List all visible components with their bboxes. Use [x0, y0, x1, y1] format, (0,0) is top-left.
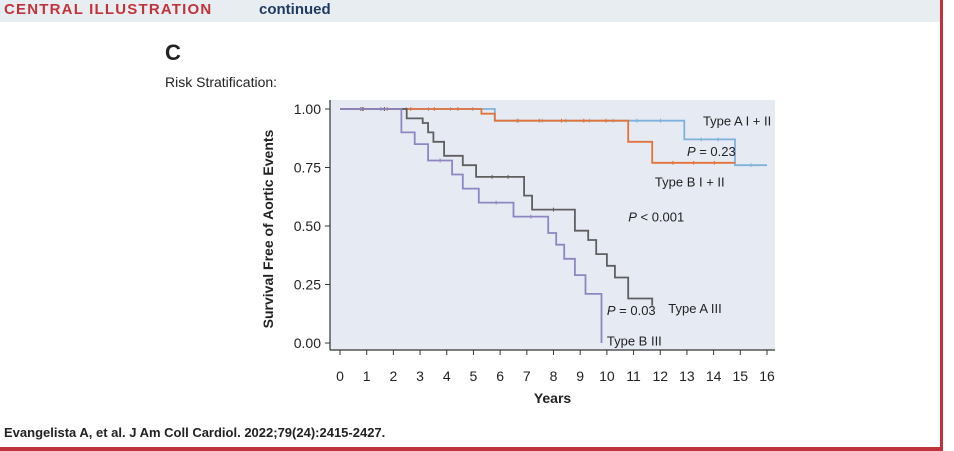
x-tick-label: 15: [733, 368, 749, 384]
plot-background: [330, 100, 775, 350]
x-tick-label: 10: [599, 368, 615, 384]
chart-subtitle: Risk Stratification:: [165, 74, 278, 90]
y-axis-label: Survival Free of Aortic Events: [260, 129, 276, 328]
header-bar: CENTRAL ILLUSTRATION continued: [0, 0, 940, 22]
chart-annotation: Type B I + II: [655, 175, 725, 190]
chart-annotation: P < 0.001: [628, 210, 684, 225]
header-title: CENTRAL ILLUSTRATION: [4, 1, 213, 18]
chart-annotation: Type A I + II: [703, 114, 771, 129]
y-tick-label: 0.25: [294, 277, 321, 293]
chart-annotation: Type B III: [607, 334, 662, 349]
y-tick-label: 0.00: [294, 335, 321, 351]
x-tick-label: 13: [679, 368, 695, 384]
x-tick-label: 14: [706, 368, 722, 384]
citation: Evangelista A, et al. J Am Coll Cardiol.…: [4, 425, 386, 440]
chart-annotation: P = 0.03: [607, 303, 656, 318]
chart-annotation: P = 0.23: [687, 144, 736, 159]
x-tick-label: 2: [389, 368, 397, 384]
x-tick-label: 16: [759, 368, 775, 384]
axes: 0.000.250.500.751.000 1 2 3 4 5 6 7 8 9 10 11 12 13 14…: [294, 100, 775, 384]
x-tick-label: 0: [336, 368, 344, 384]
x-tick-label: 3: [416, 368, 424, 384]
annotation-group: Type A I + II P = 0.23 Type B I + II P < 0.…: [607, 114, 771, 349]
x-tick-label: 1: [363, 368, 371, 384]
series-group: [340, 107, 767, 343]
y-tick-label: 0.50: [294, 218, 321, 234]
series-line-4: [340, 108, 603, 343]
km-chart: 0.000.250.500.751.000 1 2 3 4 5 6 7 8 9 10 11 12 13 14…: [260, 100, 775, 406]
bottom-border: [0, 447, 942, 451]
header-continued: continued: [259, 1, 331, 18]
x-tick-label: 12: [652, 368, 668, 384]
series-line-3: [340, 108, 654, 306]
series-line-1: [340, 108, 767, 167]
x-tick-label: 8: [550, 368, 558, 384]
x-tick-label: 5: [470, 368, 478, 384]
y-tick-label: 0.75: [294, 160, 321, 176]
x-tick-label: 6: [496, 368, 504, 384]
x-tick-label: 4: [443, 368, 451, 384]
x-tick-label: 9: [576, 368, 584, 384]
x-tick-label: 11: [626, 368, 641, 384]
chart-annotation: Type A III: [668, 301, 721, 316]
x-axis-label: Years: [534, 390, 572, 406]
right-border: [940, 0, 954, 451]
panel-label: C: [165, 40, 181, 65]
x-tick-label: 7: [523, 368, 531, 384]
y-tick-label: 1.00: [294, 101, 321, 117]
